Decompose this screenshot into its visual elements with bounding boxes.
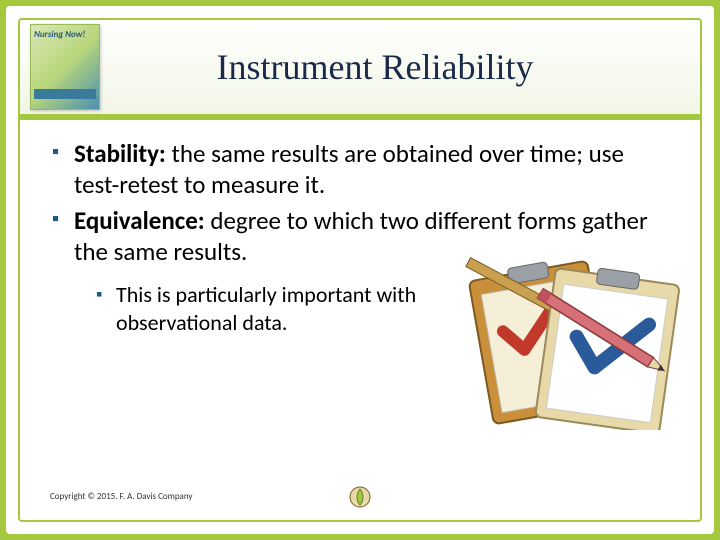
sub-bullet-text: This is particularly important with obse… (116, 281, 416, 336)
slide-header: Nursing Now! Instrument Reliability (20, 20, 700, 120)
book-title: Nursing Now! (34, 30, 96, 39)
sub-bullet-list: This is particularly important with obse… (74, 281, 454, 336)
slide-content: Stability: the same results are obtained… (20, 120, 700, 514)
outer-frame: Nursing Now! Instrument Reliability Stab… (6, 6, 714, 534)
slide-title: Instrument Reliability (110, 46, 700, 88)
bullet-term: Stability: (74, 138, 166, 169)
copyright-footer: Copyright © 2015. F. A. Davis Company (50, 491, 193, 502)
book-bar (34, 89, 96, 99)
book-thumbnail: Nursing Now! (30, 24, 100, 110)
bullet-item: Stability: the same results are obtained… (50, 138, 670, 201)
bullet-term: Equivalence: (74, 205, 205, 236)
sub-bullet-item: This is particularly important with obse… (74, 281, 454, 336)
inner-frame: Nursing Now! Instrument Reliability Stab… (18, 18, 702, 522)
publisher-logo-icon (349, 486, 371, 508)
clipboard-clipart (450, 230, 680, 430)
